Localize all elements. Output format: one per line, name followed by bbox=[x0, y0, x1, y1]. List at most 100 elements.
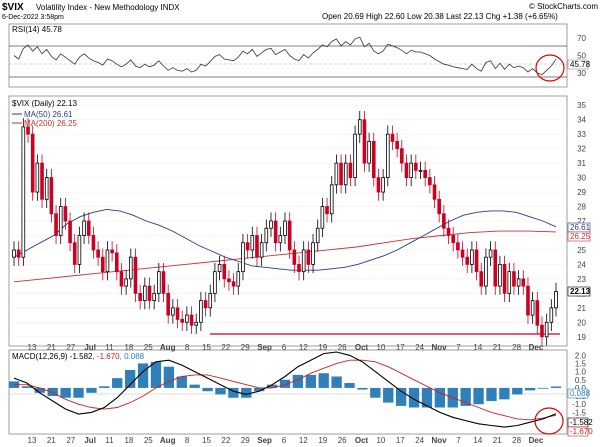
candlestick bbox=[484, 248, 488, 295]
x-axis-label: 17 bbox=[396, 436, 405, 445]
candlestick bbox=[470, 241, 474, 274]
candle-body bbox=[493, 249, 498, 287]
candle-body bbox=[287, 220, 292, 251]
x-axis-label: 10 bbox=[376, 436, 385, 445]
candle-body bbox=[189, 314, 194, 326]
price-tick-label: 29 bbox=[577, 188, 586, 197]
macd-hist-bar bbox=[215, 387, 226, 395]
candle-body bbox=[390, 133, 395, 142]
quote-summary: Open 20.69 High 22.60 Low 20.38 Last 22.… bbox=[322, 12, 558, 21]
candlestick bbox=[367, 132, 371, 172]
candle-body bbox=[100, 256, 105, 273]
candle-body bbox=[194, 321, 199, 326]
candle-body bbox=[21, 126, 26, 258]
candlestick bbox=[395, 132, 399, 158]
candlestick bbox=[311, 234, 315, 274]
x-axis-label: 26 bbox=[338, 343, 347, 352]
x-axis-label: 13 bbox=[28, 436, 37, 445]
candlestick bbox=[390, 125, 395, 151]
x-axis-label: Jul bbox=[84, 436, 96, 445]
x-axis-label: 14 bbox=[473, 436, 482, 445]
candlestick bbox=[213, 262, 217, 303]
macd-tick-label: -1.0 bbox=[572, 400, 586, 409]
x-axis-label: 6 bbox=[282, 436, 287, 445]
macd-hist-bar bbox=[124, 369, 136, 388]
macd-label-prefix: MACD(12,26,9) bbox=[12, 352, 70, 361]
macd-label-macd: -1.582 bbox=[70, 352, 93, 361]
copyright: © StockCharts.com bbox=[529, 2, 598, 11]
macd-hist-bar bbox=[460, 387, 471, 406]
candlestick bbox=[110, 241, 114, 262]
candlestick bbox=[77, 226, 82, 274]
candle-body bbox=[348, 162, 353, 178]
candle-body bbox=[521, 278, 526, 287]
candle-body bbox=[549, 307, 554, 323]
candlestick bbox=[474, 241, 479, 281]
rsi-value-box bbox=[567, 59, 589, 70]
candlestick bbox=[488, 241, 493, 266]
rsi-tick-label: 70 bbox=[577, 34, 586, 43]
candle-body bbox=[540, 324, 544, 338]
price-tick-label: 28 bbox=[577, 203, 586, 212]
candle-body bbox=[437, 198, 441, 215]
candlestick bbox=[175, 299, 180, 329]
x-axis-label: 10 bbox=[376, 343, 385, 352]
candlestick bbox=[44, 168, 49, 208]
candle-body bbox=[166, 292, 170, 316]
x-axis-label: 24 bbox=[415, 343, 424, 352]
x-axis-label: 15 bbox=[202, 343, 211, 352]
x-axis-label: 8 bbox=[185, 343, 190, 352]
macd-label-hist: , 0.088 bbox=[120, 352, 145, 361]
candle-body bbox=[114, 252, 119, 273]
candle-body bbox=[409, 162, 413, 178]
candlestick bbox=[526, 277, 530, 324]
ma50-value-label: 26.61 bbox=[570, 223, 591, 232]
x-axis-label: 21 bbox=[47, 343, 56, 352]
price-tick-label: 32 bbox=[577, 145, 586, 154]
candle-body bbox=[30, 133, 35, 193]
candle-body bbox=[161, 271, 166, 294]
macd-hist-bar bbox=[254, 387, 265, 392]
candle-body bbox=[516, 278, 521, 287]
candle-body bbox=[530, 300, 535, 316]
macd-label-signal: , -1.670 bbox=[92, 352, 120, 361]
macd-hist-bar bbox=[537, 387, 549, 389]
candlestick bbox=[147, 277, 152, 310]
x-axis-label: 6 bbox=[282, 343, 287, 352]
candlestick bbox=[100, 248, 105, 281]
x-axis-label: 28 bbox=[512, 343, 521, 352]
macd-hist-bar bbox=[279, 379, 291, 388]
candle-body bbox=[124, 278, 128, 287]
x-axis-label: 17 bbox=[396, 343, 405, 352]
macd-hist-value: 0.088 bbox=[570, 389, 591, 398]
candle-body bbox=[311, 242, 315, 265]
ma50-legend: MA(50) 26.61 bbox=[24, 110, 73, 119]
candlestick bbox=[171, 299, 175, 324]
candlestick bbox=[124, 270, 128, 295]
price-tick-label: 25 bbox=[577, 246, 586, 255]
macd-signal-line bbox=[14, 359, 557, 421]
candlestick bbox=[16, 241, 21, 266]
candle-body bbox=[35, 162, 40, 193]
x-axis-label: Oct bbox=[355, 343, 369, 352]
candle-body bbox=[54, 213, 58, 236]
macd-hist-bar bbox=[473, 387, 484, 405]
candle-body bbox=[241, 242, 245, 273]
candlestick bbox=[301, 241, 306, 281]
macd-hist-bar bbox=[241, 387, 252, 398]
candlestick bbox=[460, 241, 465, 266]
macd-hist-bar bbox=[266, 384, 278, 388]
candlestick bbox=[166, 284, 170, 324]
candle-body bbox=[395, 141, 399, 150]
price-tick-label: 23 bbox=[577, 275, 586, 284]
x-axis-label: 11 bbox=[105, 343, 114, 352]
candlestick bbox=[54, 205, 58, 245]
candlestick bbox=[259, 234, 264, 266]
candlestick bbox=[35, 154, 40, 201]
candlestick bbox=[376, 168, 381, 201]
x-axis-label: Dec bbox=[529, 436, 544, 445]
x-axis-labels-price: 13 21 27 Jul 11 18 25 Aug 8 15 22 29 Sep 6 12 19 26 Oct 10… bbox=[28, 343, 544, 352]
candle-body bbox=[465, 256, 470, 265]
candlestick bbox=[63, 197, 68, 230]
candle-body bbox=[554, 291, 558, 309]
